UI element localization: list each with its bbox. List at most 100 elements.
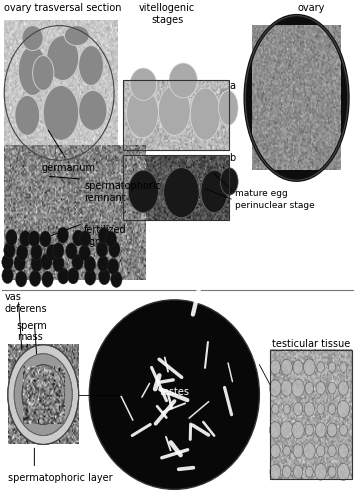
Circle shape <box>2 268 13 283</box>
Ellipse shape <box>169 63 197 98</box>
Circle shape <box>338 444 348 458</box>
Circle shape <box>96 242 108 258</box>
Ellipse shape <box>128 170 158 212</box>
Circle shape <box>53 243 64 258</box>
Text: b: b <box>229 153 235 163</box>
Circle shape <box>17 244 28 260</box>
Circle shape <box>282 466 291 478</box>
Circle shape <box>337 464 350 480</box>
Circle shape <box>22 364 64 424</box>
Circle shape <box>14 354 72 436</box>
Ellipse shape <box>78 46 103 86</box>
Ellipse shape <box>78 90 107 130</box>
Circle shape <box>317 362 324 372</box>
Circle shape <box>292 379 304 397</box>
Circle shape <box>316 445 325 457</box>
Circle shape <box>303 359 315 376</box>
Text: vitellogenic
stages: vitellogenic stages <box>139 3 195 25</box>
Text: vas
deferens: vas deferens <box>4 292 47 314</box>
Ellipse shape <box>130 68 157 100</box>
Ellipse shape <box>190 88 220 141</box>
Ellipse shape <box>267 32 327 164</box>
Circle shape <box>98 256 109 272</box>
Text: a: a <box>229 82 235 92</box>
Text: germarium: germarium <box>41 163 95 173</box>
Circle shape <box>72 254 83 270</box>
Text: sperm
mass: sperm mass <box>17 321 48 342</box>
Circle shape <box>340 362 347 372</box>
Ellipse shape <box>164 168 199 218</box>
Circle shape <box>315 464 327 480</box>
Circle shape <box>68 268 79 284</box>
Circle shape <box>6 230 17 246</box>
Text: ovary trasversal section: ovary trasversal section <box>4 3 122 13</box>
Ellipse shape <box>89 300 259 490</box>
Circle shape <box>31 256 42 272</box>
Circle shape <box>327 423 337 437</box>
Circle shape <box>99 269 110 284</box>
Ellipse shape <box>33 56 54 90</box>
Circle shape <box>84 256 95 272</box>
Bar <box>270 350 351 480</box>
Circle shape <box>79 245 90 261</box>
Text: b: b <box>263 86 269 97</box>
Circle shape <box>15 271 27 287</box>
Circle shape <box>328 404 336 414</box>
Circle shape <box>73 230 84 246</box>
Text: ovary: ovary <box>297 3 324 13</box>
Circle shape <box>305 424 314 436</box>
Circle shape <box>293 360 303 374</box>
Bar <box>123 80 229 150</box>
Circle shape <box>2 254 13 270</box>
Circle shape <box>303 442 315 459</box>
Text: spermatophoric
remnant: spermatophoric remnant <box>84 181 161 203</box>
Text: mature egg: mature egg <box>235 189 287 198</box>
Circle shape <box>31 377 56 412</box>
Circle shape <box>107 258 119 274</box>
Circle shape <box>4 242 15 258</box>
Ellipse shape <box>15 96 40 136</box>
Circle shape <box>53 256 64 272</box>
Circle shape <box>98 228 110 244</box>
Circle shape <box>305 382 314 394</box>
Circle shape <box>316 382 325 394</box>
Text: testicular tissue: testicular tissue <box>272 339 350 349</box>
Circle shape <box>328 362 336 372</box>
Text: perinuclear stage: perinuclear stage <box>235 201 314 210</box>
Circle shape <box>105 231 117 247</box>
Circle shape <box>40 231 51 247</box>
Ellipse shape <box>126 88 158 138</box>
Circle shape <box>57 227 68 243</box>
Text: fertilized
eggs: fertilized eggs <box>84 225 127 246</box>
Ellipse shape <box>43 86 78 140</box>
Circle shape <box>270 464 281 479</box>
Circle shape <box>28 231 40 246</box>
Circle shape <box>339 424 347 436</box>
Ellipse shape <box>158 86 190 136</box>
Circle shape <box>85 269 96 285</box>
Circle shape <box>20 230 31 246</box>
Circle shape <box>328 445 336 457</box>
Circle shape <box>272 404 279 414</box>
Circle shape <box>328 382 336 394</box>
Circle shape <box>281 359 292 375</box>
Circle shape <box>338 381 348 396</box>
Circle shape <box>58 268 69 284</box>
Circle shape <box>281 380 292 396</box>
Circle shape <box>46 244 58 260</box>
Ellipse shape <box>47 36 78 80</box>
Circle shape <box>80 231 91 247</box>
Circle shape <box>293 444 303 458</box>
Circle shape <box>8 344 78 444</box>
Circle shape <box>315 422 326 438</box>
Circle shape <box>111 272 122 287</box>
Ellipse shape <box>201 170 228 212</box>
Circle shape <box>337 400 350 417</box>
Circle shape <box>283 446 290 456</box>
Circle shape <box>31 244 42 260</box>
Text: spermatophoric layer: spermatophoric layer <box>8 474 112 484</box>
Ellipse shape <box>245 16 348 180</box>
Circle shape <box>41 254 52 270</box>
Circle shape <box>269 422 281 438</box>
Circle shape <box>293 402 303 415</box>
